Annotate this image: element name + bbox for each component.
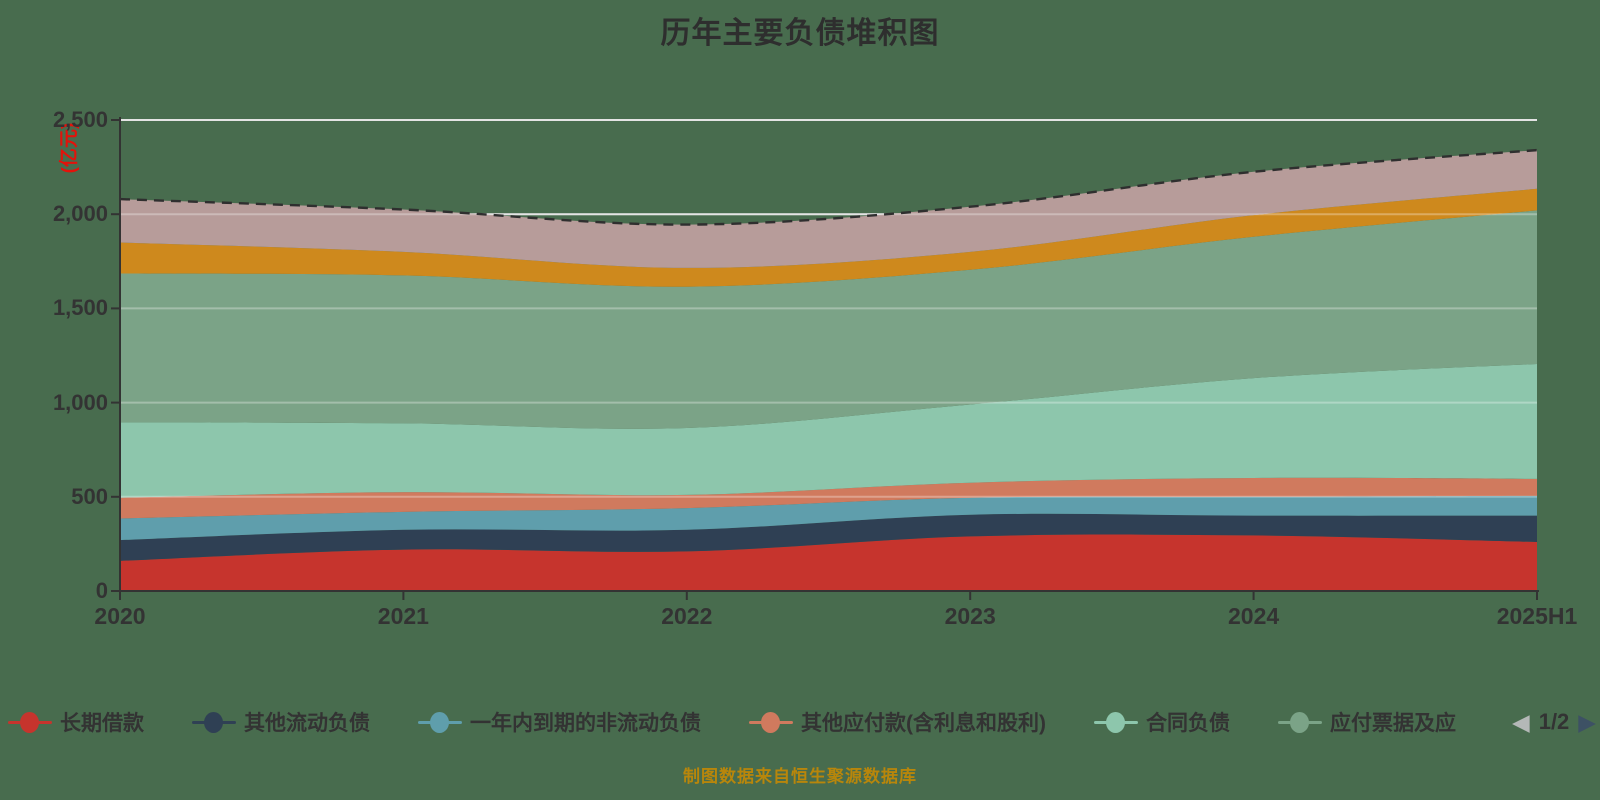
legend-marker-icon — [1094, 711, 1138, 733]
legend-label: 应付票据及应 — [1330, 712, 1456, 735]
legend-marker-icon — [192, 711, 236, 733]
y-tick-label: 2,000 — [52, 201, 108, 227]
legend-marker-icon — [8, 711, 52, 733]
y-tick-label: 2,500 — [52, 107, 108, 132]
legend-next-arrow[interactable]: ▶ — [1578, 709, 1596, 735]
y-tick-label: 1,500 — [52, 295, 108, 321]
legend-label: 一年内到期的非流动负债 — [470, 712, 701, 735]
legend-label: 合同负债 — [1146, 712, 1230, 735]
legend-label: 其他流动负债 — [244, 712, 370, 735]
legend-label: 其他应付款(含利息和股利) — [801, 712, 1046, 735]
legend-pagination: ◀ 1/2 ▶ — [1512, 702, 1596, 742]
chart-title: 历年主要负债堆积图 — [660, 17, 940, 50]
x-tick-label: 2024 — [1228, 603, 1280, 629]
area-series-4 — [120, 364, 1537, 498]
legend-label: 长期借款 — [60, 712, 144, 735]
legend: 长期借款 其他流动负债 一年内到期的非流动负债 其他应付款(含利息和股利) 合同… — [8, 702, 1456, 742]
area-series-5 — [120, 210, 1537, 429]
legend-prev-arrow[interactable]: ◀ — [1512, 709, 1530, 735]
area-series-2 — [120, 495, 1537, 541]
legend-item-changqijiekuan[interactable]: 长期借款 — [8, 707, 144, 737]
legend-item-qitaliudongfuzhai[interactable]: 其他流动负债 — [192, 707, 370, 737]
x-tick-label: 2023 — [944, 603, 996, 629]
y-tick-label: 500 — [71, 483, 108, 509]
legend-marker-icon — [418, 711, 462, 733]
legend-item-yingfupiaoju[interactable]: 应付票据及应 — [1278, 707, 1456, 737]
y-tick-label: 0 — [95, 578, 108, 603]
legend-marker-icon — [749, 711, 793, 733]
x-tick-label: 2020 — [94, 603, 146, 629]
data-source-note: 制图数据来自恒生聚源数据库 — [683, 767, 917, 786]
area-series-6 — [120, 188, 1537, 287]
area-series-0 — [120, 534, 1537, 591]
area-series-7 — [120, 150, 1537, 268]
area-series-1 — [120, 513, 1537, 561]
legend-page-indicator: 1/2 — [1538, 709, 1570, 734]
legend-item-hetongfuzhai[interactable]: 合同负债 — [1094, 707, 1230, 737]
legend-item-yinianneidaoqi[interactable]: 一年内到期的非流动负债 — [418, 707, 701, 737]
area-series-3 — [120, 477, 1537, 519]
legend-item-qitayingfukuan[interactable]: 其他应付款(含利息和股利) — [749, 707, 1046, 737]
x-tick-label: 2022 — [661, 603, 713, 629]
legend-marker-icon — [1278, 711, 1322, 733]
x-tick-label: 2021 — [377, 603, 429, 629]
x-tick-label: 2025H1 — [1496, 603, 1578, 629]
y-tick-label: 1,000 — [52, 389, 108, 415]
stack-total-dashed-line — [119, 148, 1538, 226]
